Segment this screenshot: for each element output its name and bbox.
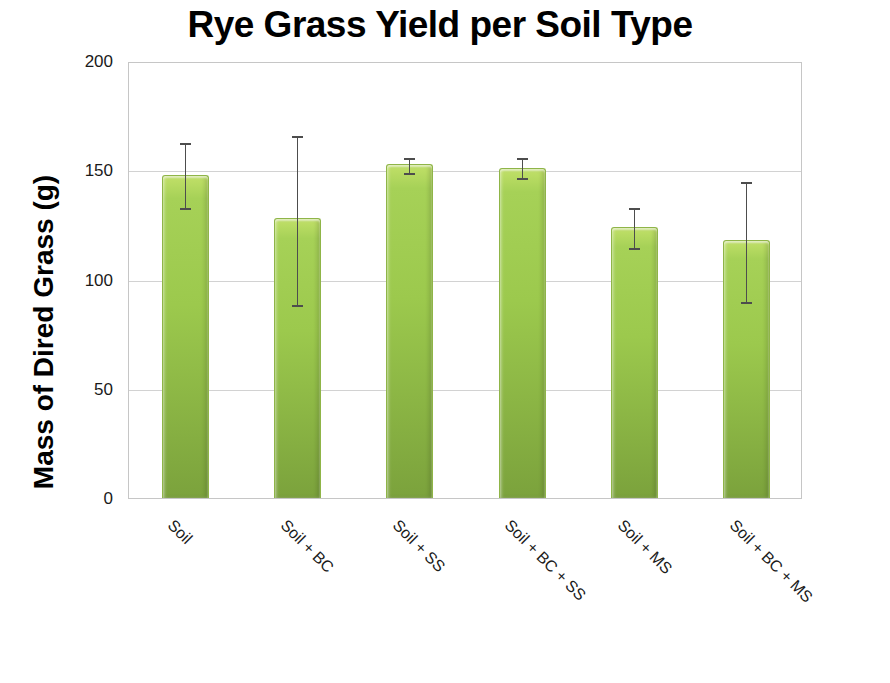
error-bar-bottom-cap [629, 248, 640, 250]
error-bar-top-cap [180, 143, 191, 145]
bar-soil [162, 175, 209, 498]
chart-title: Rye Grass Yield per Soil Type [100, 4, 780, 46]
error-bar-bottom-cap [292, 305, 303, 307]
error-bar [522, 159, 523, 179]
x-tick-label: Soil + SS [390, 517, 448, 575]
x-tick-label: Soil [165, 517, 195, 547]
error-bar [409, 159, 410, 174]
error-bar [746, 183, 747, 303]
error-bar-bottom-cap [517, 178, 528, 180]
error-bar-top-cap [629, 208, 640, 210]
gridline [129, 171, 801, 172]
x-tick-label: Soil + MS [614, 517, 674, 577]
y-axis-title: Mass of Dired Grass (g) [28, 175, 60, 489]
error-bar-top-cap [517, 158, 528, 160]
error-bar-top-cap [292, 136, 303, 138]
error-bar [185, 144, 186, 210]
error-bar-bottom-cap [404, 173, 415, 175]
gridline [129, 281, 801, 282]
error-bar [634, 209, 635, 248]
bar-soil-ss [386, 164, 433, 498]
error-bar-top-cap [404, 158, 415, 160]
y-tick-label: 0 [53, 490, 113, 508]
plot-area [128, 62, 802, 499]
x-tick-label: Soil + BC [277, 517, 336, 576]
x-tick-label: Soil + BC + SS [502, 517, 589, 604]
y-tick-label: 150 [53, 162, 113, 180]
y-tick-label: 200 [53, 53, 113, 71]
bar-chart: Rye Grass Yield per Soil Type Mass of Di… [0, 0, 890, 683]
error-bar-bottom-cap [180, 208, 191, 210]
y-tick-label: 50 [53, 381, 113, 399]
bar-soil-ms [611, 227, 658, 498]
x-tick-label: Soil + BC + MS [727, 517, 816, 606]
y-tick-label: 100 [53, 272, 113, 290]
error-bar [297, 137, 298, 305]
bar-soil-bc-ss [499, 168, 546, 498]
error-bar-top-cap [741, 182, 752, 184]
gridline [129, 390, 801, 391]
error-bar-bottom-cap [741, 302, 752, 304]
